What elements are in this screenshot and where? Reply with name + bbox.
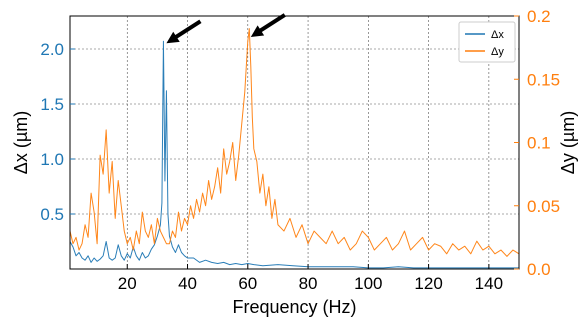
left-y-tick-label: 2.0 [40,40,64,59]
series-layer [69,28,520,269]
series-line-dx [69,40,519,269]
x-tick-label: 60 [238,274,257,293]
right-y-tick-label: 0.2 [527,7,551,26]
x-tick-label: 40 [178,274,197,293]
legend-box [458,21,516,63]
arrow-head [166,31,180,44]
x-tick-label: 120 [414,274,442,293]
right-y-tick-label: 0.15 [527,70,560,89]
left-y-axis-title: Δx (µm) [11,111,31,174]
x-axis-ticks: 20 40 60 80 100 120 140 [118,264,503,293]
series-line-dy [69,28,520,257]
left-y-tick-label: 0.5 [40,205,64,224]
left-y-axis-ticks: 0.5 1.0 1.5 2.0 [40,40,75,224]
right-y-tick-label: 0.0 [527,260,551,279]
right-y-tick-label: 0.05 [527,197,560,216]
left-y-tick-label: 1.0 [40,150,64,169]
x-tick-label: 20 [118,274,137,293]
legend-label-dx: Δx [491,29,504,41]
right-y-axis-title: Δy (µm) [558,111,578,174]
legend-label-dy: Δy [491,46,504,58]
x-axis-title: Frequency (Hz) [232,297,356,317]
legend: Δx Δy [458,21,516,63]
x-tick-label: 80 [299,274,318,293]
arrow-shaft [174,19,202,39]
arrow-head [250,25,265,37]
grid-lines [70,16,519,269]
arrow-shaft [258,13,286,33]
x-tick-label: 100 [354,274,382,293]
left-y-tick-label: 1.5 [40,95,64,114]
annotation-arrows [166,13,286,44]
right-y-axis-ticks: 0.0 0.05 0.1 0.15 0.2 [514,7,560,279]
x-tick-label: 140 [475,274,503,293]
right-y-tick-label: 0.1 [527,134,551,153]
